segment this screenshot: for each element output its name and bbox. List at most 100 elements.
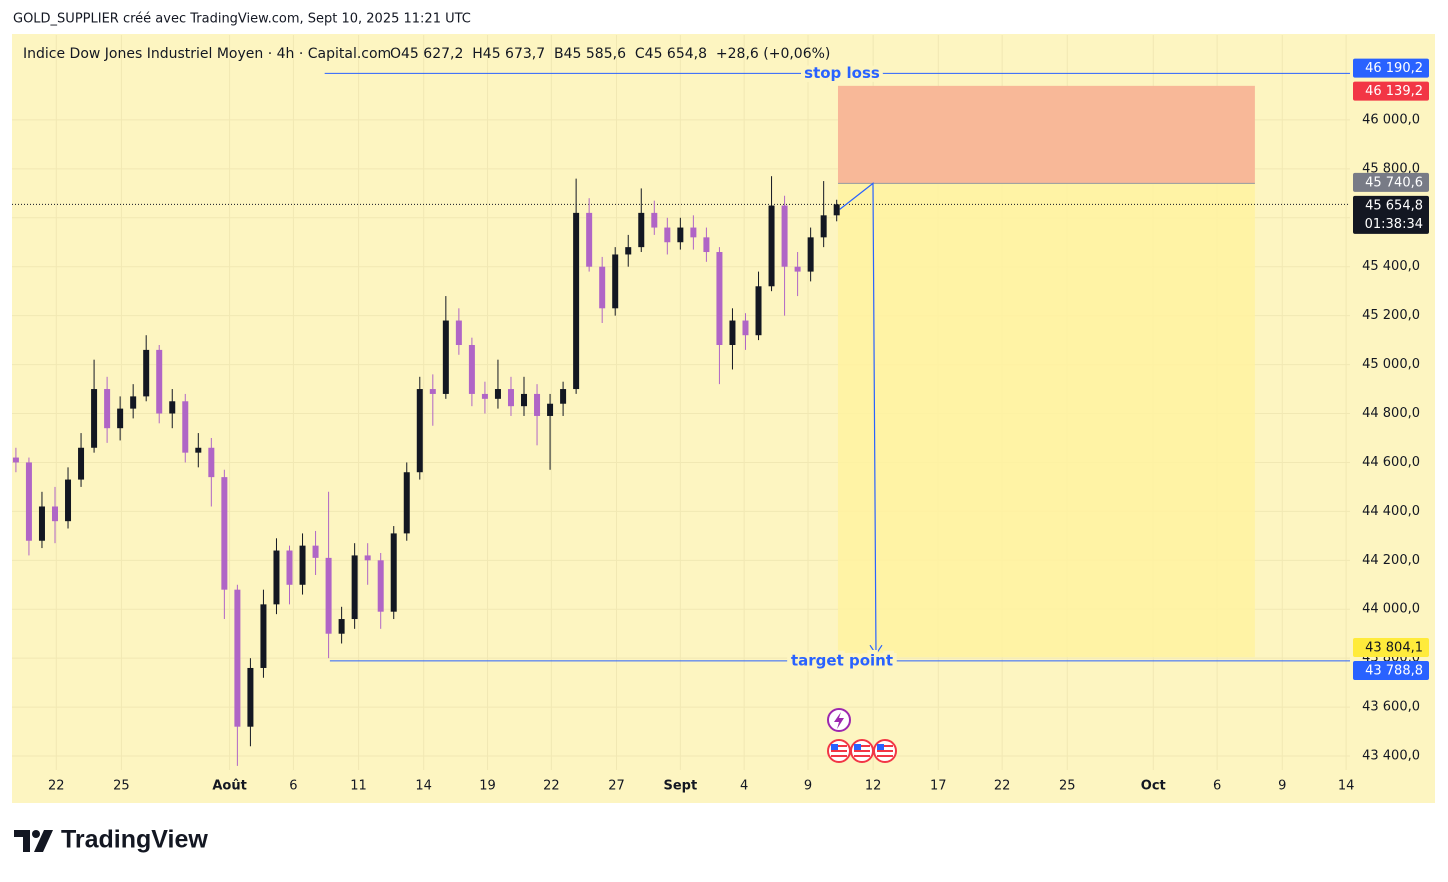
candle-body: [742, 320, 749, 336]
candle-body: [91, 389, 98, 448]
x-tick-label: Août: [212, 779, 246, 794]
x-tick-label: 6: [289, 779, 297, 794]
candle-body: [12, 457, 19, 463]
candle-body: [390, 533, 397, 612]
header-title: GOLD_SUPPLIER créé avec TradingView.com,…: [13, 12, 471, 27]
labels: 22 25 Août 6 11 14 19 22 27 Sept 4 9 12 17 22 25 Oct 6 9 14…: [48, 58, 1429, 794]
x-tick-label: 12: [865, 779, 882, 794]
price-label-box: [1353, 195, 1429, 234]
trade-path: [839, 182, 877, 655]
x-tick-label: 19: [479, 779, 496, 794]
price-label-box: [1353, 172, 1429, 192]
brand-logo: [14, 830, 53, 852]
y-tick-label: 44 000,0: [1362, 602, 1420, 617]
candle-body: [156, 349, 163, 414]
chart-title: Indice Dow Jones Industriel Moyen · 4h ·…: [23, 46, 391, 62]
candle-body: [494, 389, 501, 399]
price-label: 46 190,2: [1365, 61, 1423, 76]
overlay: [12, 72, 1350, 662]
x-tick-label: 25: [1059, 779, 1076, 794]
x-tick-label: Oct: [1141, 779, 1166, 794]
candle-body: [833, 204, 840, 216]
candle-body: [312, 545, 319, 558]
candle-body: [820, 215, 827, 238]
candle-body: [468, 345, 475, 394]
candle-body: [677, 227, 684, 243]
candle-body: [507, 389, 514, 407]
candle-body: [273, 550, 280, 605]
candle-body: [599, 266, 606, 309]
candle-body: [104, 389, 111, 429]
candle-body: [768, 205, 775, 287]
candle-body: [208, 447, 215, 478]
candle-body: [351, 555, 358, 620]
price-label-box: [1353, 661, 1429, 681]
x-tick-label: 9: [1278, 779, 1286, 794]
candle-body: [612, 254, 619, 309]
candle-body: [638, 212, 645, 248]
candle-body: [690, 227, 697, 238]
candle-body: [260, 604, 267, 668]
candle-body: [143, 349, 150, 397]
candle-body: [78, 447, 85, 480]
price-label: 46 139,2: [1365, 84, 1423, 99]
candle-body: [247, 667, 254, 727]
event-icons: [827, 708, 897, 763]
y-tick-label: 43 400,0: [1362, 749, 1420, 764]
candle-body: [169, 401, 176, 414]
y-tick-label: 44 400,0: [1362, 504, 1420, 519]
price-label-box: [1353, 81, 1429, 101]
candle-body: [807, 237, 814, 272]
candle-body: [429, 389, 436, 394]
flag-icon[interactable]: [827, 739, 851, 763]
candle-body: [195, 447, 202, 453]
x-tick-label: 11: [350, 779, 367, 794]
x-tick-label: 6: [1213, 779, 1221, 794]
price-label-box: [1353, 58, 1429, 78]
price-label: 45 654,8: [1365, 198, 1423, 213]
candle-body: [117, 408, 124, 429]
lightning: [834, 712, 844, 729]
candle-body: [560, 389, 567, 404]
flag-icon[interactable]: [873, 739, 897, 763]
candle-body: [521, 393, 528, 407]
candle-body: [794, 266, 801, 272]
y-tick-label: 45 400,0: [1362, 259, 1420, 274]
candle-body: [364, 555, 371, 561]
x-tick-label: Sept: [663, 779, 697, 794]
price-label: 43 804,1: [1365, 641, 1423, 656]
candle-body: [221, 477, 228, 590]
x-tick-label: 22: [543, 779, 560, 794]
candle-body: [716, 252, 723, 346]
flag-icon[interactable]: [850, 739, 874, 763]
price-label: 43 788,8: [1365, 664, 1423, 679]
candle-body: [442, 320, 449, 394]
candle-body: [38, 506, 45, 541]
candle-body: [703, 237, 710, 253]
candle-body: [755, 286, 762, 336]
target-zone: [837, 183, 1255, 658]
candle-body: [286, 550, 293, 585]
candle-body: [455, 320, 462, 346]
candle-body: [651, 212, 658, 228]
x-tick-label: 9: [804, 779, 812, 794]
candle-body: [299, 545, 306, 585]
y-tick-label: 45 200,0: [1362, 308, 1420, 323]
y-tick-label: 46 000,0: [1362, 112, 1420, 127]
candle-body: [534, 393, 541, 416]
y-tick-label: 43 600,0: [1362, 700, 1420, 715]
candle-body: [51, 506, 58, 522]
candle-body: [625, 247, 632, 255]
ohlc-legend: O45 627,2 H45 673,7 B45 585,6 C45 654,8 …: [390, 46, 830, 62]
countdown: 01:38:34: [1365, 217, 1423, 232]
x-tick-label: 4: [740, 779, 748, 794]
price-label: 45 740,6: [1365, 175, 1423, 190]
y-tick-label: 45 000,0: [1362, 357, 1420, 372]
y-tick-label: 44 600,0: [1362, 455, 1420, 470]
candles: [12, 176, 840, 766]
x-tick-label: 22: [48, 779, 65, 794]
arrow-head: [869, 644, 883, 656]
candle-body: [729, 320, 736, 346]
candle-body: [403, 472, 410, 534]
